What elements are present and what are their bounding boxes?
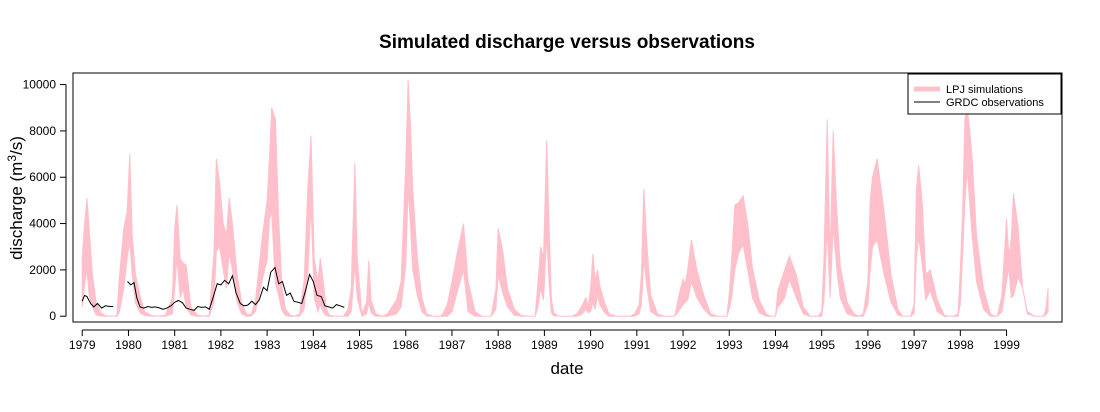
observation-line-layer: [81, 266, 345, 311]
x-tick-label: 1990: [577, 338, 604, 352]
x-tick-label: 1979: [69, 338, 96, 352]
legend-label-observations: GRDC observations: [946, 97, 1044, 109]
simulation-band: [81, 79, 1049, 317]
x-tick-label: 1981: [161, 338, 188, 352]
x-tick-label: 1993: [716, 338, 743, 352]
x-tick-label: 1997: [901, 338, 928, 352]
x-axis-title: date: [550, 359, 583, 378]
x-tick-label: 1995: [808, 338, 835, 352]
legend-label-simulations: LPJ simulations: [946, 84, 1024, 96]
x-tick-label: 1987: [439, 338, 466, 352]
legend-box: [907, 73, 1062, 115]
x-tick-label: 1986: [392, 338, 419, 352]
simulation-band-layer: [81, 79, 1049, 317]
y-tick-label: 6000: [29, 170, 56, 184]
y-axis: 0 2000 4000 6000 8000 10000: [23, 78, 67, 323]
x-tick-label: 1996: [855, 338, 882, 352]
observation-line: [81, 266, 345, 311]
x-tick-label: 1988: [485, 338, 512, 352]
x-tick-label: 1985: [346, 338, 373, 352]
y-tick-label: 8000: [29, 124, 56, 138]
legend: LPJ simulations GRDC observations: [907, 73, 1062, 115]
x-tick-label: 1998: [947, 338, 974, 352]
x-tick-label: 1994: [762, 338, 789, 352]
x-tick-label: 1989: [531, 338, 558, 352]
y-axis-title: discharge (m3/s): [5, 136, 26, 260]
x-axis: 1979 1980 1981 1982 1983 1984 1985 1986 1987 1988…: [69, 329, 1020, 352]
x-tick-label: 1999: [993, 338, 1020, 352]
y-tick-label: 2000: [29, 263, 56, 277]
x-tick-label: 1984: [300, 338, 327, 352]
x-tick-label: 1992: [670, 338, 697, 352]
x-tick-label: 1980: [115, 338, 142, 352]
y-tick-label: 10000: [23, 78, 57, 92]
plot-frame: [72, 72, 1063, 323]
x-tick-label: 1982: [208, 338, 235, 352]
chart-title: Simulated discharge versus observations: [379, 32, 755, 53]
x-tick-label: 1983: [254, 338, 281, 352]
y-tick-label: 4000: [29, 217, 56, 231]
y-tick-label: 0: [49, 309, 56, 323]
x-tick-label: 1991: [623, 338, 650, 352]
